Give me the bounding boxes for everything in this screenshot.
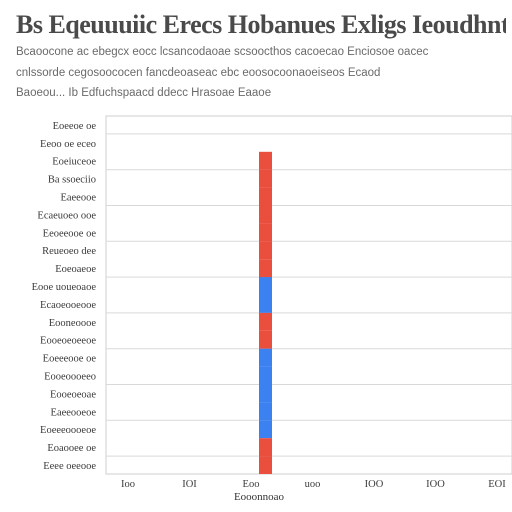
grid-lines [106,133,512,457]
x-tick-label: IOI [182,479,197,490]
x-tick-labels: Ioo IOI Eoo uoo IOO IOO EOI [121,479,506,490]
category-label: Reueoeo dee [42,246,96,257]
bar-segment [259,277,272,295]
bar-segment [259,330,272,349]
category-label: Eoeeoe oe [53,121,97,132]
bar-segment [259,151,272,170]
category-label: Eeee oeeooe [43,461,96,472]
bar-segment [259,312,272,331]
bar-segment [259,438,272,457]
category-label: Eaeeooe [60,192,96,203]
bar-segment [259,456,272,474]
category-label: Eaeeooeoe [51,407,97,418]
category-label: Ecaeuoeo ooe [37,210,96,221]
subtitle-line-1: Bcaoocone ac ebegcx eocc lcsancodaoae sc… [16,46,429,58]
bar-segment [259,223,272,242]
category-label: Ba ssoeciio [48,175,96,186]
bars [259,151,272,474]
bar-segment [259,384,272,403]
bar-segment [259,169,272,188]
x-tick-label: IOO [365,479,384,490]
category-label: Eooneoooe [49,318,97,329]
x-tick-label: IOO [426,479,445,490]
bar-segment [259,187,272,206]
category-label: Eoeiuceoe [52,157,96,168]
page-title: Bs Eqeuuuiic Erecs Hobanues Exligs Ieoud… [16,10,506,39]
category-label: Eeoeeooe oe [43,228,97,239]
bar-segment [259,241,272,260]
bar-segment [259,366,272,385]
bar-segment [259,402,272,421]
x-axis-label: Eooonnoao [234,491,285,503]
subtitle-line-3: Baoeou... Ib Edfuchspaacd ddecc Hrasoae … [16,87,272,99]
bar-segment [259,295,272,313]
category-labels: Eoeeoe oe Eeoo oe eceo Eoeiuceoe Ba ssoecii… [32,121,97,472]
category-label: Eoeeeooe oe [43,354,97,365]
subtitle-line-2: cnlssorde cegosoococen fancdeoaseac ebc … [16,67,381,79]
category-label: Eoaooee oe [47,443,96,454]
category-label: Ecaoeooeooe [40,300,96,311]
x-tick-label: Ioo [121,479,135,490]
category-label: Eooeoooeeo [44,371,96,382]
x-tick-label: uoo [305,479,321,490]
bar-segment [259,420,272,439]
x-tick-label: EOI [488,479,506,490]
category-label: Eoeoaeoe [55,264,96,275]
category-label: Eeoo oe eceo [40,139,96,150]
category-label: Eooeoeoeeoe [40,336,96,347]
bar-segment [259,348,272,367]
category-label: Eoeeeoooeoe [40,425,96,436]
bar-segment [259,259,272,278]
bar-segment [259,205,272,224]
category-label: Eooe uoueoaoe [32,282,97,293]
category-label: Eooeoeoae [50,389,96,400]
plot-area [105,115,512,475]
x-tick-label: Eoo [243,479,260,490]
